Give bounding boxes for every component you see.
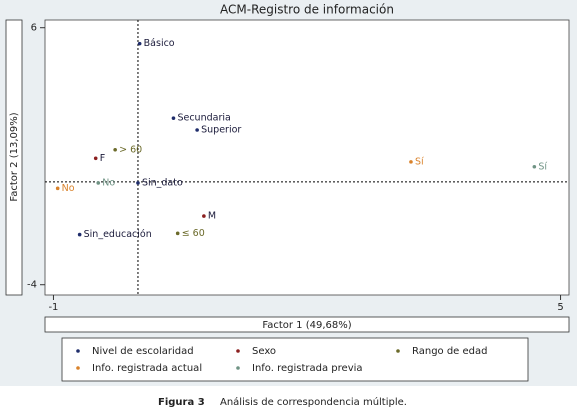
- point-label: Superior: [201, 125, 241, 136]
- point: [96, 181, 101, 185]
- point: [77, 232, 82, 237]
- chart-title: ACM-Registro de información: [220, 3, 394, 17]
- caption-label: Figura 3: [158, 397, 205, 408]
- legend-label: Info. registrada previa: [252, 363, 363, 374]
- legend-marker: [236, 366, 240, 370]
- point-label: No: [62, 183, 75, 194]
- point-label: Básico: [144, 38, 175, 49]
- point: [202, 214, 206, 218]
- legend-label: Nivel de escolaridad: [92, 346, 194, 357]
- x-label-box: [44, 316, 570, 333]
- y-tick-label: 6: [31, 23, 37, 34]
- point-label: M: [208, 211, 216, 222]
- point-label: Sin_educación: [84, 229, 152, 240]
- legend-box: [61, 337, 529, 382]
- point: [113, 147, 117, 152]
- point-label: Secundaria: [177, 113, 230, 124]
- point-label: Sí: [415, 156, 424, 167]
- point-label: No: [102, 177, 115, 188]
- point-label: F: [100, 153, 105, 164]
- legend-marker: [76, 366, 80, 370]
- legend-label: Rango de edad: [412, 346, 488, 357]
- caption: Análisis de correspondencia múltiple.: [220, 396, 407, 408]
- y-label-box: [5, 19, 23, 296]
- y-tick-label: -4: [27, 280, 37, 291]
- x-tick-label: -1: [48, 302, 58, 313]
- point: [55, 186, 60, 191]
- plot-area: [44, 19, 570, 296]
- legend-marker: [396, 349, 400, 353]
- x-tick-label: 5: [557, 302, 563, 313]
- point: [137, 41, 142, 46]
- point-label: ≤ 60: [182, 228, 205, 239]
- legend-label: Sexo: [252, 346, 276, 357]
- point-label: > 60: [119, 144, 142, 155]
- point: [175, 231, 180, 236]
- point: [171, 116, 176, 120]
- point: [532, 164, 537, 169]
- legend-marker: [236, 349, 240, 353]
- point-label: Sí: [538, 161, 547, 172]
- y-axis-label: Factor 2 (13,09%): [9, 112, 20, 201]
- legend-marker: [76, 349, 80, 353]
- point: [409, 160, 413, 164]
- point: [93, 156, 98, 161]
- legend-label: Info. registrada actual: [92, 363, 202, 374]
- x-axis-label: Factor 1 (49,68%): [262, 320, 351, 331]
- point: [195, 128, 199, 132]
- point: [136, 181, 140, 185]
- point-label: Sin_dato: [142, 177, 183, 188]
